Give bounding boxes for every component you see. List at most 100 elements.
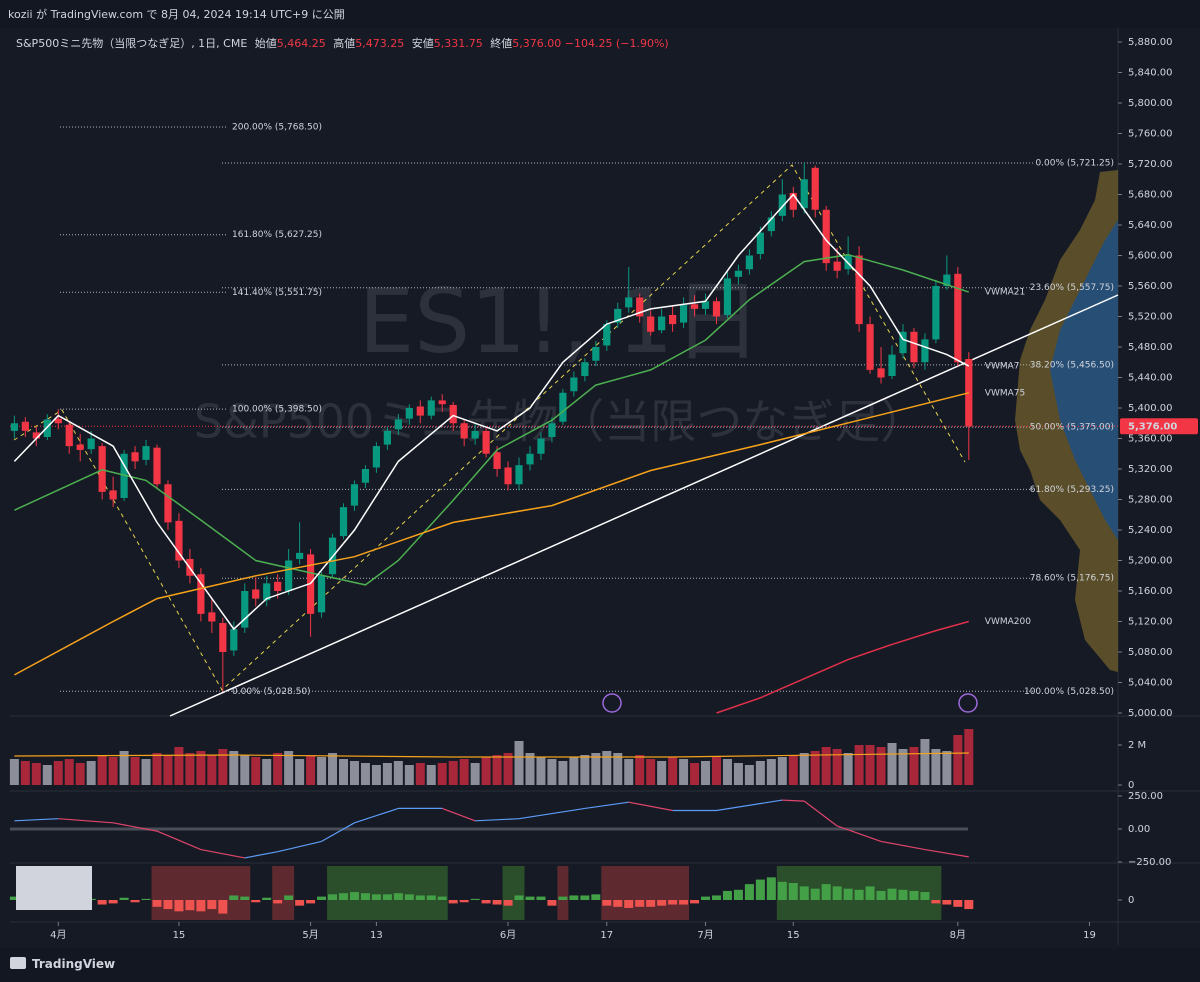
legend-change: −104.25 (−1.90%) — [564, 37, 669, 50]
volume-bar — [733, 763, 743, 785]
y-tick-label: 0 — [1128, 895, 1134, 906]
oscillator-segment — [836, 825, 882, 842]
histogram-bar — [415, 895, 425, 900]
histogram-bar — [701, 896, 711, 900]
candle-body — [756, 232, 764, 254]
stats-box — [16, 866, 92, 910]
volume-bar — [569, 757, 579, 785]
event-icon[interactable] — [602, 693, 622, 713]
volume-bar — [174, 747, 184, 785]
volume-profile-core — [1050, 220, 1118, 540]
volume-bar — [799, 753, 809, 785]
candle-body — [658, 316, 666, 331]
candle-body — [690, 304, 699, 309]
histogram-bar — [865, 886, 875, 900]
candle-body — [153, 447, 161, 485]
volume-bar — [295, 759, 305, 785]
histogram-bar — [9, 896, 19, 900]
volume-bar — [64, 759, 74, 785]
histogram-bar — [470, 898, 480, 900]
ma-label: VWMA7 — [985, 362, 1020, 372]
legend-value: 5,331.75 — [433, 37, 483, 50]
event-icon[interactable] — [958, 693, 978, 713]
histogram-bar — [437, 896, 447, 900]
candle-body — [866, 324, 874, 370]
fib-label: 200.00% (5,768.50) — [232, 123, 322, 133]
candle-body — [416, 406, 424, 416]
histogram-bar — [207, 900, 217, 910]
volume-bar — [42, 765, 52, 785]
volume-bar — [722, 759, 732, 785]
candle-body — [789, 192, 797, 210]
volume-bar — [481, 757, 491, 785]
candle-body — [482, 430, 490, 454]
candle-body — [910, 331, 918, 363]
x-tick-label: 15 — [787, 930, 800, 941]
volume-bar — [328, 753, 338, 785]
volume-bar — [810, 751, 820, 785]
y-tick-label: 5,800.00 — [1128, 98, 1173, 109]
histogram-bar — [174, 900, 184, 912]
histogram-bar — [931, 900, 941, 904]
histogram-bar — [624, 900, 634, 908]
oscillator-segment — [14, 818, 59, 822]
histogram-bar — [130, 900, 140, 903]
fib-label: 50.00% (5,375.00) — [1030, 423, 1114, 433]
histogram-bar — [602, 900, 612, 906]
candle-body — [954, 273, 962, 363]
histogram-bar — [459, 900, 469, 903]
volume-bar — [119, 751, 129, 785]
histogram-bar — [273, 900, 283, 904]
volume-bar — [964, 729, 974, 785]
candle-body — [43, 419, 51, 437]
candle-body — [921, 339, 929, 363]
candle-body — [76, 444, 84, 450]
oscillator-segment — [584, 801, 629, 810]
histogram-bar — [328, 894, 338, 900]
histogram-bar — [295, 900, 305, 906]
volume-bar — [525, 753, 535, 785]
candle-body — [625, 297, 633, 308]
candle-body — [943, 274, 951, 286]
candle-body — [449, 404, 457, 424]
histogram-bar — [382, 894, 392, 900]
volume-bar — [273, 753, 283, 785]
histogram-bar — [799, 886, 809, 900]
histogram-bar — [503, 900, 513, 906]
volume-bar — [865, 745, 875, 785]
oscillator-segment — [321, 822, 355, 842]
volume-bar — [141, 759, 151, 785]
volume-bar — [360, 763, 370, 785]
y-tick-label: 5,720.00 — [1128, 159, 1173, 170]
histogram-bar — [229, 895, 239, 900]
candle-body — [592, 347, 600, 361]
histogram-bar — [887, 888, 897, 900]
candle-body — [438, 400, 446, 405]
volume-bar — [31, 763, 41, 785]
histogram-bar — [766, 877, 776, 900]
volume-bar — [635, 755, 645, 785]
histogram-bar — [909, 890, 919, 900]
volume-bar — [657, 761, 667, 785]
histogram-bar — [569, 895, 579, 900]
volume-bar — [130, 757, 140, 785]
candle-body — [317, 575, 326, 613]
volume-bar — [437, 763, 447, 785]
ma-label: VWMA75 — [985, 388, 1025, 398]
candle-body — [767, 217, 775, 232]
oscillator-segment — [475, 818, 520, 822]
zone — [272, 866, 295, 920]
volume-bar — [284, 751, 294, 785]
candle-body — [855, 255, 863, 325]
volume-bar — [20, 761, 30, 785]
histogram-bar — [536, 896, 546, 900]
candle-body — [515, 465, 523, 485]
histogram-bar — [690, 900, 700, 904]
legend-value: 5,376.00 — [512, 37, 562, 50]
volume-bar — [338, 759, 348, 785]
histogram-bar — [185, 900, 195, 911]
y-tick-label: 5,880.00 — [1128, 37, 1173, 48]
volume-bar — [690, 763, 700, 785]
fib-label: 61.80% (5,293.25) — [1030, 485, 1114, 495]
